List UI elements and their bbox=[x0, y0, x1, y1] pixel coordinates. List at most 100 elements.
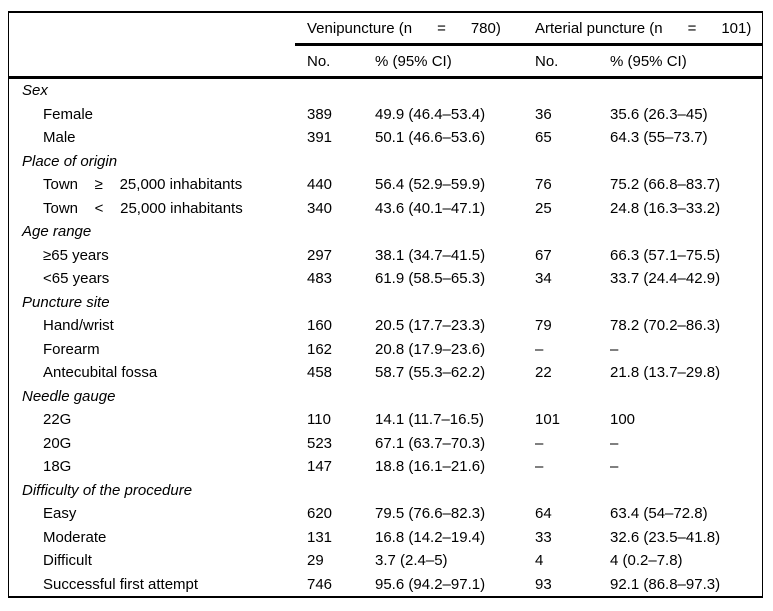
arterial-no-cell: 4 bbox=[535, 552, 544, 570]
table-row: Successful first attempt 746 95.6 (94.2–97… bbox=[9, 573, 762, 597]
venipuncture-pct-ci-cell: 20.8 (17.9–23.6) bbox=[375, 340, 486, 358]
table-row: Difficult 29 3.7 (2.4–5) 4 4 (0.2–7.8) bbox=[9, 549, 762, 573]
row-label: ≥65 years bbox=[43, 246, 109, 264]
section-row: Difficulty of the procedure bbox=[9, 479, 762, 503]
table-row: Town ≥ 25,000 inhabitants 440 56.4 (52.9–5… bbox=[9, 173, 762, 197]
arterial-pct-ci-cell: 63.4 (54–72.8) bbox=[610, 505, 708, 523]
arterial-no-cell: 25 bbox=[535, 199, 552, 217]
col-header-venipuncture-pct-ci: % (95% CI) bbox=[375, 52, 452, 70]
venipuncture-pct-ci-cell: 49.9 (46.4–53.4) bbox=[375, 105, 486, 123]
venipuncture-pct-ci-cell: 50.1 (46.6–53.6) bbox=[375, 129, 486, 147]
arterial-pct-ci-cell: 92.1 (86.8–97.3) bbox=[610, 575, 721, 593]
table-row: 18G 147 18.8 (16.1–21.6) – – bbox=[9, 455, 762, 479]
arterial-no-cell: – bbox=[535, 434, 544, 452]
venipuncture-pct-ci-cell: 16.8 (14.2–19.4) bbox=[375, 528, 486, 546]
col-header-arterial-pct-ci: % (95% CI) bbox=[610, 52, 687, 70]
row-label: Female bbox=[43, 105, 94, 123]
arterial-no-cell: 34 bbox=[535, 270, 552, 288]
row-label: 18G bbox=[43, 458, 72, 476]
venipuncture-pct-ci-cell: 20.5 (17.7–23.3) bbox=[375, 317, 486, 335]
row-label: Age range bbox=[22, 223, 92, 241]
arterial-no-cell: 65 bbox=[535, 129, 552, 147]
section-row: Needle gauge bbox=[9, 385, 762, 409]
row-label: Difficult bbox=[43, 552, 92, 570]
section-row: Sex bbox=[9, 79, 762, 103]
table-row: Easy 620 79.5 (76.6–82.3) 64 63.4 (54–72.8) bbox=[9, 502, 762, 526]
venipuncture-pct-ci-cell: 95.6 (94.2–97.1) bbox=[375, 575, 486, 593]
table-subheader-row: No. % (95% CI) No. % (95% CI) bbox=[9, 46, 762, 76]
arterial-pct-ci-cell: – bbox=[610, 434, 619, 452]
arterial-pct-ci-cell: – bbox=[610, 458, 619, 476]
venipuncture-pct-ci-cell: 38.1 (34.7–41.5) bbox=[375, 246, 486, 264]
arterial-no-cell: 33 bbox=[535, 528, 552, 546]
row-label: Male bbox=[43, 129, 76, 147]
header-spanner-rule bbox=[295, 43, 762, 46]
section-row: Place of origin bbox=[9, 150, 762, 174]
venipuncture-no-cell: 620 bbox=[307, 505, 333, 523]
venipuncture-pct-ci-cell: 58.7 (55.3–62.2) bbox=[375, 364, 486, 382]
venipuncture-no-cell: 131 bbox=[307, 528, 333, 546]
arterial-pct-ci-cell: 32.6 (23.5–41.8) bbox=[610, 528, 721, 546]
table-row: 20G 523 67.1 (63.7–70.3) – – bbox=[9, 432, 762, 456]
table-row: Forearm 162 20.8 (17.9–23.6) – – bbox=[9, 338, 762, 362]
arterial-no-cell: 64 bbox=[535, 505, 552, 523]
venipuncture-no-cell: 389 bbox=[307, 105, 333, 123]
row-label: Forearm bbox=[43, 340, 100, 358]
table-row: Moderate 131 16.8 (14.2–19.4) 33 32.6 (23.5–… bbox=[9, 526, 762, 550]
table-body: Sex Female 389 49.9 (46.4–53.4) 36 35.6 (26.3… bbox=[9, 79, 762, 596]
row-label: Town ≥ 25,000 inhabitants bbox=[43, 176, 243, 194]
venipuncture-no-cell: 340 bbox=[307, 199, 333, 217]
table-row: Female 389 49.9 (46.4–53.4) 36 35.6 (26.3–45… bbox=[9, 103, 762, 127]
arterial-pct-ci-cell: 33.7 (24.4–42.9) bbox=[610, 270, 721, 288]
venipuncture-no-cell: 162 bbox=[307, 340, 333, 358]
arterial-no-cell: 93 bbox=[535, 575, 552, 593]
venipuncture-pct-ci-cell: 43.6 (40.1–47.1) bbox=[375, 199, 486, 217]
arterial-no-cell: 79 bbox=[535, 317, 552, 335]
row-label: <65 years bbox=[43, 270, 110, 288]
arterial-pct-ci-cell: 35.6 (26.3–45) bbox=[610, 105, 708, 123]
venipuncture-no-cell: 297 bbox=[307, 246, 333, 264]
row-label: Difficulty of the procedure bbox=[22, 481, 193, 499]
arterial-no-cell: 22 bbox=[535, 364, 552, 382]
table-header-group-row: Venipuncture (n = 780) Arterial puncture… bbox=[9, 13, 762, 43]
venipuncture-pct-ci-cell: 79.5 (76.6–82.3) bbox=[375, 505, 486, 523]
arterial-pct-ci-cell: 75.2 (66.8–83.7) bbox=[610, 176, 721, 194]
arterial-pct-ci-cell: 100 bbox=[610, 411, 636, 429]
arterial-no-cell: 67 bbox=[535, 246, 552, 264]
table-row: <65 years 483 61.9 (58.5–65.3) 34 33.7 (24.4… bbox=[9, 267, 762, 291]
section-row: Age range bbox=[9, 220, 762, 244]
table-row: Hand/wrist 160 20.5 (17.7–23.3) 79 78.2 (70.… bbox=[9, 314, 762, 338]
venipuncture-pct-ci-cell: 3.7 (2.4–5) bbox=[375, 552, 448, 570]
arterial-pct-ci-cell: 21.8 (13.7–29.8) bbox=[610, 364, 721, 382]
venipuncture-pct-ci-cell: 61.9 (58.5–65.3) bbox=[375, 270, 486, 288]
arterial-pct-ci-cell: 24.8 (16.3–33.2) bbox=[610, 199, 721, 217]
arterial-no-cell: – bbox=[535, 458, 544, 476]
venipuncture-no-cell: 391 bbox=[307, 129, 333, 147]
row-label: Moderate bbox=[43, 528, 107, 546]
row-label: 22G bbox=[43, 411, 72, 429]
arterial-pct-ci-cell: 64.3 (55–73.7) bbox=[610, 129, 708, 147]
arterial-no-cell: 101 bbox=[535, 411, 561, 429]
venipuncture-no-cell: 483 bbox=[307, 270, 333, 288]
col-group-arterial-puncture: Arterial puncture (n = 101) bbox=[535, 19, 752, 37]
row-label: Successful first attempt bbox=[43, 575, 199, 593]
arterial-no-cell: 76 bbox=[535, 176, 552, 194]
row-label: Antecubital fossa bbox=[43, 364, 158, 382]
table-row: Town < 25,000 inhabitants 340 43.6 (40.1–4… bbox=[9, 197, 762, 221]
venipuncture-no-cell: 440 bbox=[307, 176, 333, 194]
arterial-pct-ci-cell: 4 (0.2–7.8) bbox=[610, 552, 683, 570]
venipuncture-no-cell: 523 bbox=[307, 434, 333, 452]
header-bottom-rule bbox=[9, 76, 762, 79]
arterial-pct-ci-cell: – bbox=[610, 340, 619, 358]
venipuncture-pct-ci-cell: 67.1 (63.7–70.3) bbox=[375, 434, 486, 452]
venipuncture-no-cell: 160 bbox=[307, 317, 333, 335]
col-group-venipuncture: Venipuncture (n = 780) bbox=[307, 19, 501, 37]
venipuncture-no-cell: 147 bbox=[307, 458, 333, 476]
table-row: ≥65 years 297 38.1 (34.7–41.5) 67 66.3 (57.1… bbox=[9, 244, 762, 268]
venipuncture-pct-ci-cell: 18.8 (16.1–21.6) bbox=[375, 458, 486, 476]
row-label: Hand/wrist bbox=[43, 317, 114, 335]
table-row: Antecubital fossa 458 58.7 (55.3–62.2) 22 21… bbox=[9, 361, 762, 385]
venipuncture-pct-ci-cell: 56.4 (52.9–59.9) bbox=[375, 176, 486, 194]
row-label: 20G bbox=[43, 434, 72, 452]
